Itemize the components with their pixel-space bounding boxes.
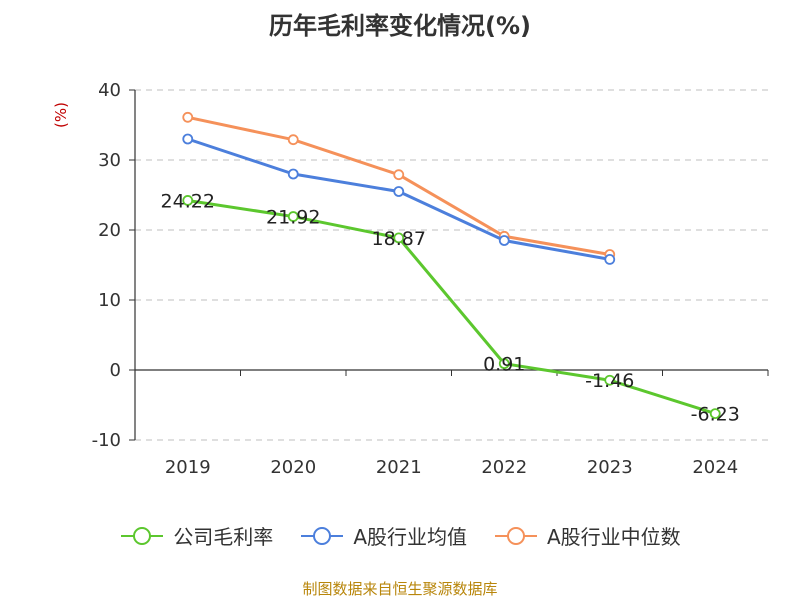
x-tick-label: 2023 <box>587 457 633 478</box>
data-point <box>393 232 405 244</box>
legend-item-company[interactable]: 公司毛利率 <box>119 521 273 550</box>
y-tick-label: 10 <box>98 290 121 311</box>
legend-label-industry-mean: A股行业均值 <box>353 525 467 549</box>
data-label: -6.23 <box>691 404 740 426</box>
chart-title: 历年毛利率变化情况(%) <box>269 12 531 40</box>
data-point <box>287 211 299 222</box>
legend-item-industry-mean[interactable]: A股行业均值 <box>299 521 467 550</box>
x-tick-label: 2019 <box>165 457 211 478</box>
data-point <box>182 195 194 206</box>
data-label: 18.87 <box>372 228 426 250</box>
legend-label-company: 公司毛利率 <box>173 525 274 549</box>
x-tick-label: 2022 <box>481 457 527 478</box>
data-point <box>604 374 616 386</box>
y-tick-label: 40 <box>98 80 121 101</box>
source-footnote: 制图数据来自恒生聚源数据库 <box>302 580 498 598</box>
data-point <box>182 133 194 145</box>
data-label: 0.91 <box>483 354 525 376</box>
series-line <box>187 198 716 416</box>
data-point <box>498 358 510 370</box>
legend-item-industry-median[interactable]: A股行业中位数 <box>493 521 681 550</box>
data-point <box>182 111 194 123</box>
data-point <box>393 169 405 181</box>
data-label: 21.92 <box>266 207 320 229</box>
data-label: -1.46 <box>585 370 634 392</box>
legend-line-marker-icon <box>121 526 164 545</box>
data-point <box>393 186 405 197</box>
x-tick-label: 2021 <box>376 457 422 478</box>
data-point <box>604 253 616 265</box>
data-label: 24.22 <box>161 190 215 212</box>
y-tick-label: -10 <box>92 430 121 451</box>
y-tick-label: 0 <box>110 360 121 381</box>
data-point <box>287 168 299 180</box>
y-tick-label: 30 <box>98 150 121 171</box>
y-tick-label: 20 <box>98 220 121 241</box>
x-tick-label: 2020 <box>270 457 316 478</box>
data-point <box>287 134 299 146</box>
legend: 公司毛利率 A股行业均值 A股行业中位数 <box>0 521 800 550</box>
x-tick-label: 2024 <box>692 457 738 478</box>
data-point <box>709 408 721 420</box>
legend-label-industry-median: A股行业中位数 <box>547 525 681 549</box>
legend-line-marker-icon <box>301 526 344 545</box>
data-point <box>498 235 510 246</box>
legend-line-marker-icon <box>495 526 537 545</box>
